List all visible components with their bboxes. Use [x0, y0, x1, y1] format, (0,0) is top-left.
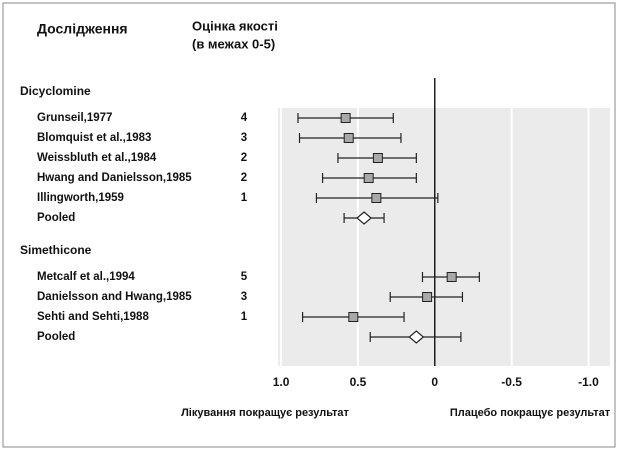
study-name: Weissbluth et al.,1984 [37, 152, 157, 164]
quality-score: 1 [241, 311, 248, 323]
study-name: Metcalf et al.,1994 [37, 271, 135, 283]
x-tick-label: -0.5 [501, 375, 522, 389]
header-quality: Оцінка якості [192, 18, 278, 33]
group-label: Dicyclomine [20, 84, 91, 98]
study-name: Danielsson and Hwang,1985 [37, 291, 192, 303]
study-name: Hwang and Danielsson,1985 [37, 172, 192, 184]
x-tick-label: 0.5 [350, 375, 367, 389]
study-name: Blomquist et al.,1983 [37, 132, 151, 144]
pooled-diamond [356, 211, 372, 225]
estimate-marker [363, 173, 374, 183]
quality-score: 2 [241, 152, 247, 164]
x-tick-label: -1.0 [578, 375, 599, 389]
estimate-marker [372, 153, 383, 163]
estimate-marker [343, 133, 354, 143]
group-label: Simethicone [20, 243, 92, 257]
quality-score: 4 [241, 112, 248, 124]
quality-score: 1 [241, 192, 248, 204]
estimate-marker [446, 272, 457, 282]
study-name: Sehti and Sehti,1988 [37, 311, 149, 323]
quality-score: 3 [241, 291, 247, 303]
right-label: Плацебо покращує результат [450, 407, 611, 419]
estimate-marker [348, 312, 359, 322]
estimate-marker [422, 292, 433, 302]
plot-background [278, 108, 610, 366]
header-quality-range: (в межах 0-5) [192, 36, 275, 51]
estimate-marker [340, 113, 351, 123]
pooled-diamond [408, 330, 425, 344]
left-label: Лікування покращує результат [181, 407, 349, 419]
pooled-name: Pooled [37, 212, 75, 224]
quality-score: 3 [241, 132, 247, 144]
quality-score: 5 [241, 271, 248, 283]
quality-score: 2 [241, 172, 247, 184]
x-tick-label: 0 [431, 375, 438, 389]
x-tick-label: 1.0 [273, 375, 290, 389]
study-name: Illingworth,1959 [37, 192, 124, 204]
estimate-marker [371, 193, 382, 203]
header-study: Дослідження [37, 21, 128, 37]
pooled-name: Pooled [37, 331, 75, 343]
study-name: Grunseil,1977 [37, 112, 112, 124]
